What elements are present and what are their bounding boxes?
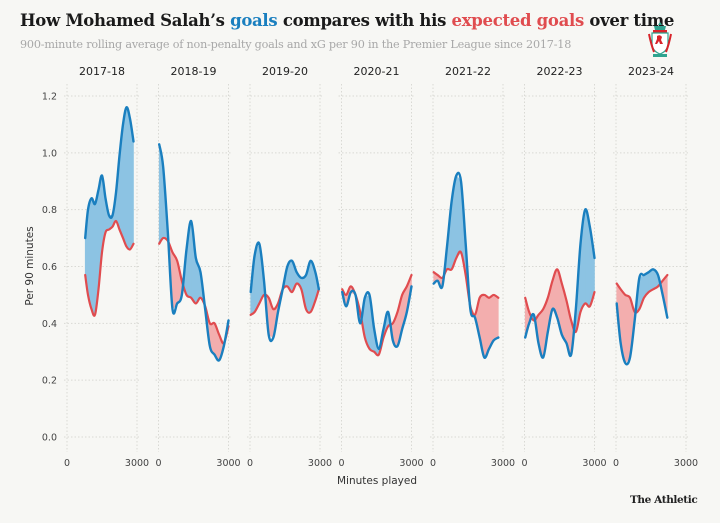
x-tick-label: 0 xyxy=(613,458,619,469)
season-label: 2018-19 xyxy=(171,65,217,78)
goals-line xyxy=(158,143,230,362)
x-tick-label: 3000 xyxy=(216,458,240,469)
y-tick-label: 1.2 xyxy=(42,92,57,103)
season-label: 2019-20 xyxy=(262,65,308,78)
x-tick-label: 0 xyxy=(155,458,161,469)
x-tick-label: 0 xyxy=(338,458,344,469)
goals-line xyxy=(615,268,669,366)
xg-line xyxy=(524,268,596,334)
liverpool-crest-icon xyxy=(648,22,672,57)
y-axis-tick-labels: 0.0 0.2 0.4 0.6 0.8 1.0 1.2 xyxy=(42,92,57,444)
season-label: 2017-18 xyxy=(79,65,125,78)
season-label: 2020-21 xyxy=(354,65,400,78)
y-tick-label: 0.2 xyxy=(42,376,57,387)
x-tick-label: 0 xyxy=(521,458,527,469)
y-tick-label: 1.0 xyxy=(42,148,57,159)
y-tick-label: 0.6 xyxy=(42,262,57,273)
x-tick-label: 3000 xyxy=(582,458,606,469)
title-part-plain: compares with his xyxy=(277,11,452,30)
xg-above-goals-fill xyxy=(625,294,631,364)
panel-2020-21: 2020-21 0 3000 xyxy=(338,65,423,469)
title-part-plain: over time xyxy=(583,11,675,30)
gridlines xyxy=(64,84,689,452)
xg-line xyxy=(249,282,320,316)
x-axis-label: Minutes played xyxy=(337,475,417,487)
season-label: 2022-23 xyxy=(537,65,583,78)
xg-line xyxy=(84,219,135,317)
panel-2021-22: 2021-22 0 3000 xyxy=(430,65,515,469)
xg-above-goals-fill xyxy=(493,294,499,341)
goals-line xyxy=(84,106,135,240)
x-tick-label: 0 xyxy=(247,458,253,469)
x-tick-label: 0 xyxy=(430,458,436,469)
panel-2018-19: 2018-19 0 3000 xyxy=(155,65,240,469)
season-label: 2021-22 xyxy=(445,65,491,78)
xg-line xyxy=(158,236,230,345)
y-tick-label: 0.0 xyxy=(42,433,57,444)
xg-line xyxy=(341,273,413,357)
x-tick-label: 3000 xyxy=(674,458,698,469)
the-athletic-logo: The Athletic xyxy=(630,494,698,506)
title-part-xg: expected goals xyxy=(451,11,585,30)
panel-2017-18: 2017-18 0 3000 xyxy=(64,65,149,469)
goals-above-xg-fill xyxy=(91,197,96,316)
x-tick-label: 0 xyxy=(64,458,70,469)
y-tick-label: 0.4 xyxy=(42,319,57,330)
panel-2022-23: 2022-23 0 3000 xyxy=(521,65,606,469)
y-tick-label: 0.8 xyxy=(42,205,57,216)
goals-line xyxy=(432,171,500,359)
x-tick-label: 3000 xyxy=(308,458,332,469)
goals-above-xg-fill xyxy=(126,107,131,251)
goals-above-xg-fill xyxy=(456,174,462,259)
title-part-plain: How Mohamed Salah’s xyxy=(20,11,231,30)
xg-line xyxy=(615,273,669,314)
goals-line xyxy=(249,241,321,343)
title-part-goals: goals xyxy=(230,11,278,30)
panel-2023-24: 2023-24 0 3000 xyxy=(613,65,698,469)
x-tick-label: 3000 xyxy=(125,458,149,469)
y-axis-label: Per 90 minutes xyxy=(24,226,36,305)
chart-title: How Mohamed Salah’s goals compares with … xyxy=(20,11,674,30)
panel-2019-20: 2019-20 0 3000 xyxy=(247,65,332,469)
season-label: 2023-24 xyxy=(628,65,674,78)
chart-subtitle: 900-minute rolling average of non-penalt… xyxy=(20,38,572,51)
x-tick-label: 3000 xyxy=(491,458,515,469)
goals-line xyxy=(524,208,596,359)
goals-line xyxy=(341,285,413,351)
x-tick-label: 3000 xyxy=(399,458,423,469)
